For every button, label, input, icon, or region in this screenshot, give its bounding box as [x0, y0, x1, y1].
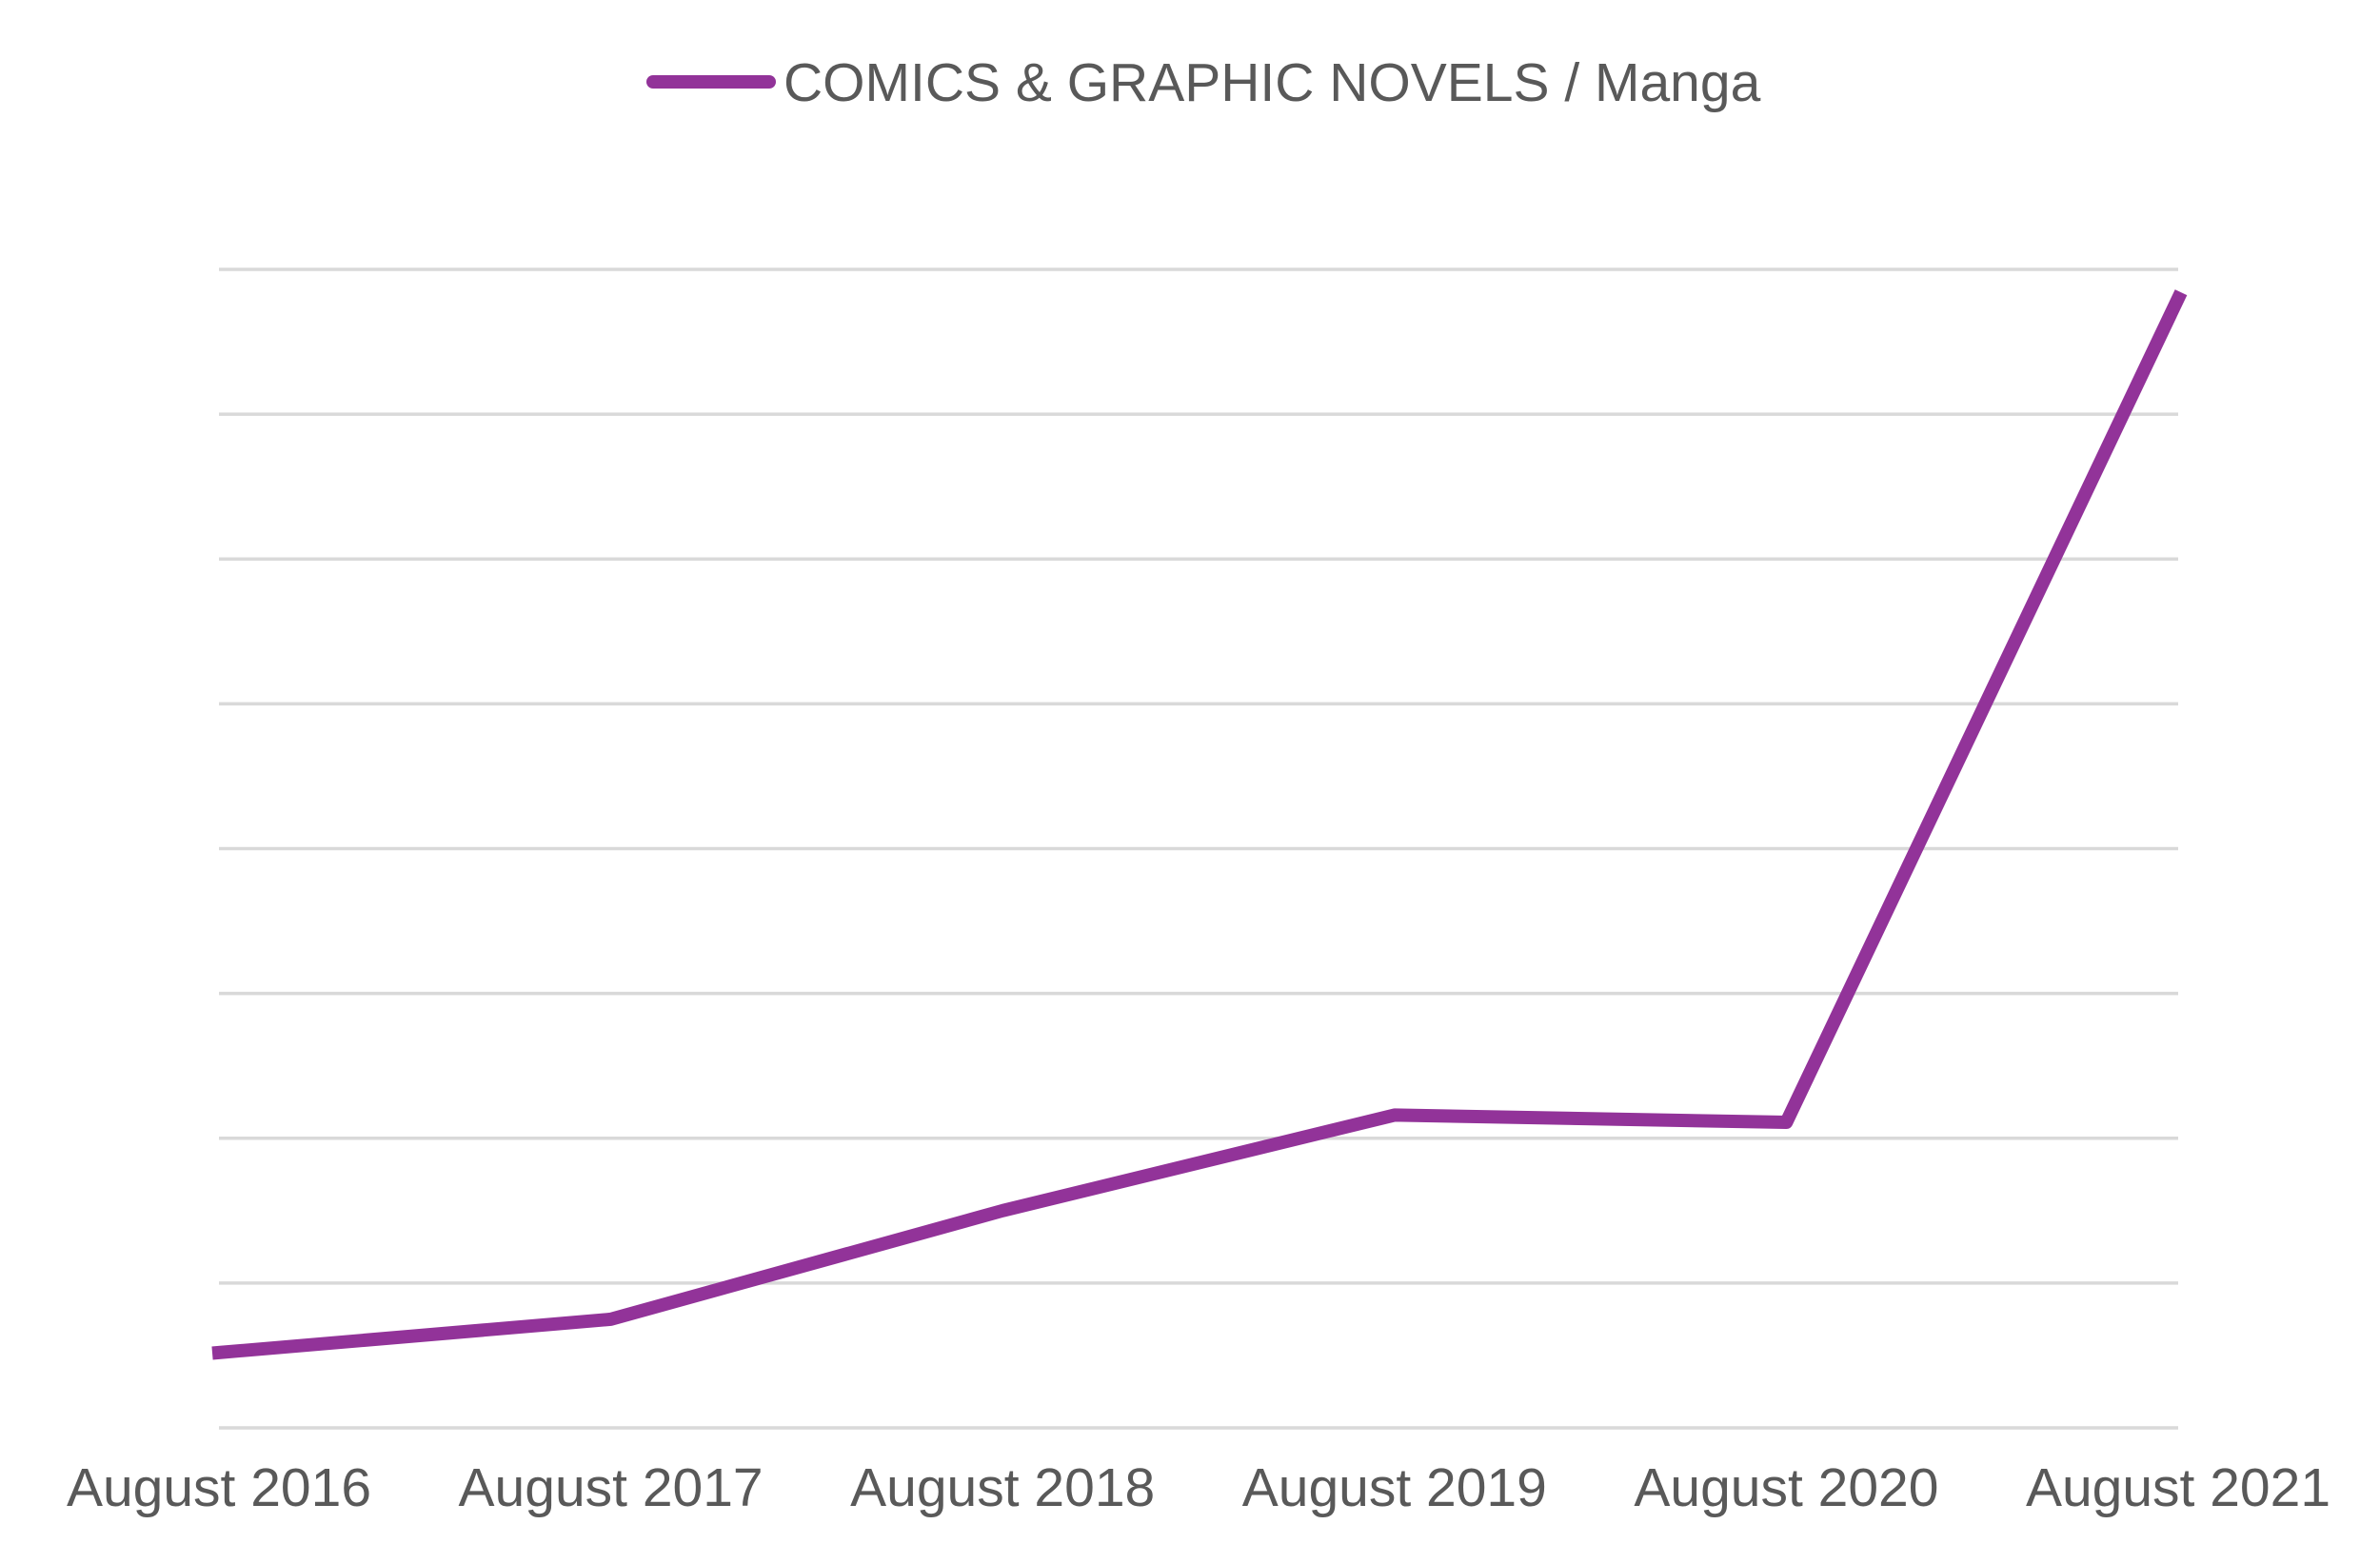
x-tick-labels: August 2016 August 2017 August 2018 August … — [67, 1457, 2330, 1518]
x-tick-label: August 2021 — [2026, 1457, 2330, 1518]
gridlines — [219, 267, 2178, 1430]
x-tick-label: August 2016 — [67, 1457, 371, 1518]
series-line-manga — [211, 289, 2188, 1360]
series-lines — [211, 289, 2188, 1360]
legend: COMICS & GRAPHIC NOVELS / Manga — [646, 52, 1761, 113]
x-tick-label: August 2019 — [1242, 1457, 1547, 1518]
x-tick-label: August 2017 — [459, 1457, 764, 1518]
x-tick-label: August 2018 — [850, 1457, 1155, 1518]
legend-label-manga: COMICS & GRAPHIC NOVELS / Manga — [783, 52, 1761, 113]
x-tick-label: August 2020 — [1634, 1457, 1938, 1518]
